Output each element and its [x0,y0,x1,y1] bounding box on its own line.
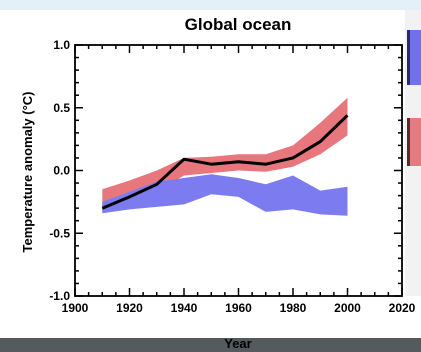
line-layer [101,114,349,210]
top-strip [0,0,421,10]
tick-layer [74,44,403,297]
chart-title: Global ocean [185,15,292,34]
label-layer: 1900 1920 1940 1960 1980 2000 2020 1.0 0.5 0.0 -0.… [49,38,415,315]
y-tick-label: 0.5 [53,101,70,115]
x-tick-label: 2020 [389,301,416,315]
x-tick-label: 1900 [62,301,89,315]
y-axis-label: Temperature anomaly (°C) [20,92,35,253]
cropped-legend-blue-swatch [407,30,421,85]
x-tick-label: 1940 [171,301,198,315]
y-tick-label: 1.0 [53,38,70,52]
series-line-0 [101,114,349,210]
y-tick-label: -1.0 [49,289,70,303]
x-tick-label: 1920 [116,301,143,315]
x-tick-label: 2000 [334,301,361,315]
series-band-2 [102,174,348,216]
band-layer [102,97,348,216]
y-tick-label: -0.5 [49,226,70,240]
cropped-legend-red-swatch [407,118,421,166]
x-tick-label: 1960 [225,301,252,315]
y-tick-label: 0.0 [53,164,70,178]
x-tick-label: 1980 [280,301,307,315]
x-axis-label: Year [224,336,251,351]
bottom-bar [0,338,421,352]
